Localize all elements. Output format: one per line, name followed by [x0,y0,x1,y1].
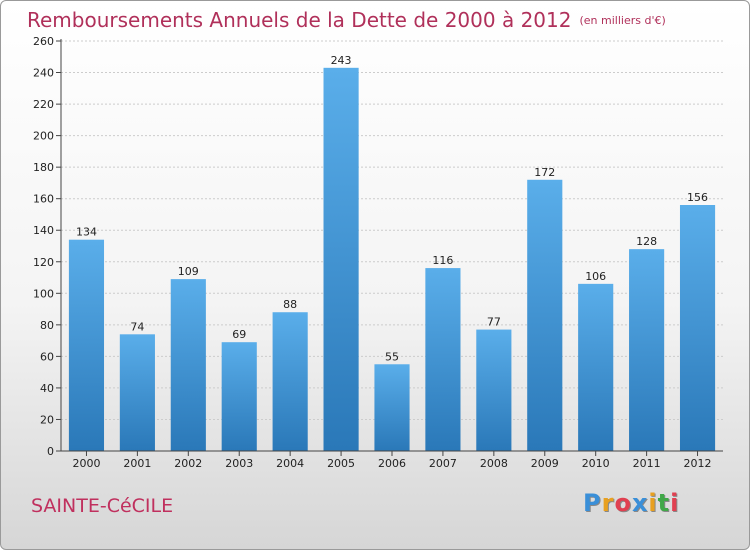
bar-2000 [68,239,105,451]
bar-2012 [679,205,716,451]
place-name: SAINTE-CéCILE [31,495,174,517]
bar-2011 [629,249,665,451]
value-label: 128 [636,235,657,248]
value-label: 55 [385,350,399,363]
y-tick-label: 80 [40,319,54,332]
logo-letter: o [614,489,632,517]
y-tick-label: 0 [47,445,54,458]
x-tick-label: 2003 [225,457,253,470]
x-tick-label: 2005 [327,457,355,470]
value-label: 156 [687,191,708,204]
value-label: 243 [331,54,352,67]
x-tick-label: 2008 [480,457,508,470]
y-tick-label: 120 [33,256,54,269]
x-tick-label: 2009 [531,457,559,470]
y-tick-label: 60 [40,350,54,363]
x-tick-label: 2001 [123,457,151,470]
value-label: 106 [585,270,606,283]
logo-letter: r [601,489,615,517]
proxiti-logo: Proxiti [583,489,679,517]
logo-letter: P [583,489,602,517]
chart-subtitle: (en milliers d'€) [579,14,666,27]
value-label: 69 [232,328,246,341]
y-tick-label: 180 [33,161,54,174]
logo-letter: i [670,489,680,517]
bar-2008 [476,329,512,451]
bar-2007 [425,268,461,451]
y-tick-label: 160 [33,193,54,206]
bar-2002 [170,279,206,451]
y-tick-label: 100 [33,287,54,300]
x-tick-label: 2011 [633,457,661,470]
logo-letter: x [631,489,649,517]
y-tick-label: 140 [33,224,54,237]
bar-2009 [527,179,563,451]
bar-2010 [578,283,614,451]
y-tick-label: 40 [40,382,54,395]
bar-2005 [323,67,359,452]
x-tick-label: 2012 [684,457,712,470]
x-tick-label: 2010 [582,457,610,470]
chart-title-text: Remboursements Annuels de la Dette de 20… [27,8,572,32]
x-tick-label: 2002 [174,457,202,470]
value-label: 134 [76,226,97,239]
value-label: 74 [130,320,144,333]
logo-letter: t [657,489,671,517]
x-tick-label: 2004 [276,457,304,470]
x-tick-label: 2000 [72,457,100,470]
x-tick-label: 2006 [378,457,406,470]
bar-2004 [272,312,308,451]
value-label: 116 [432,254,453,267]
x-tick-label: 2007 [429,457,457,470]
y-tick-label: 220 [33,98,54,111]
bar-2006 [374,364,410,451]
value-label: 77 [487,316,501,329]
chart-title: Remboursements Annuels de la Dette de 20… [27,8,666,32]
value-label: 109 [178,265,199,278]
logo-letter: i [648,489,658,517]
value-label: 172 [534,166,555,179]
value-label: 88 [283,298,297,311]
y-tick-label: 200 [33,130,54,143]
y-tick-label: 240 [33,67,54,80]
y-tick-label: 260 [33,35,54,48]
bar-2001 [119,334,155,451]
bar-2003 [221,342,257,451]
y-tick-label: 20 [40,413,54,426]
